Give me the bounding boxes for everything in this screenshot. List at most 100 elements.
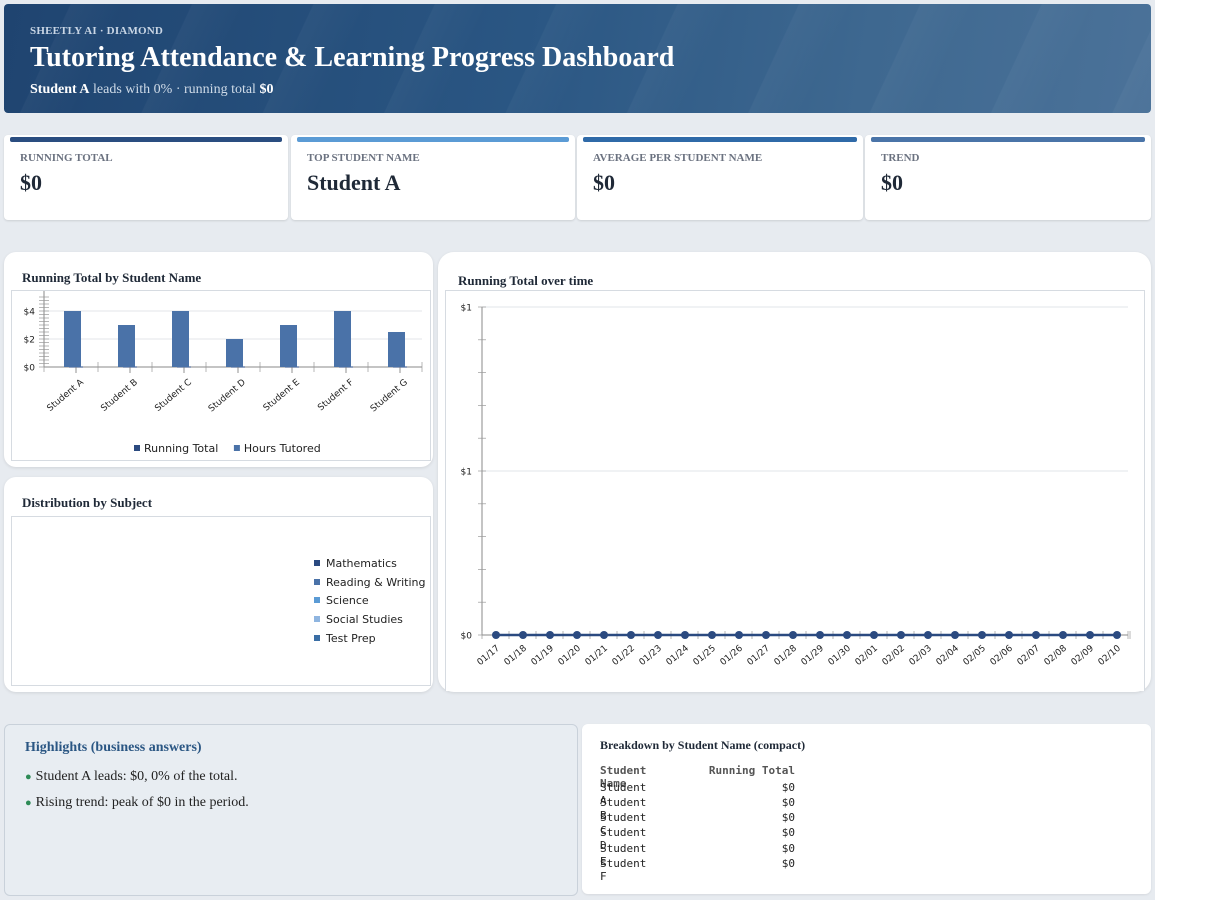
data-point [627,631,635,639]
y-tick-label: $1 [461,468,472,478]
pie-legend-item: Social Studies [314,613,403,626]
data-point [924,631,932,639]
row-name: Student E [600,842,647,868]
highlight-text: Rising trend: peak of $0 in the period. [35,795,249,810]
bar-chart-area: $0 $2 $4 Student A Student B Student C Student… [11,290,431,461]
line-chart: $0$1$101/17 01/18 01/19 01/20 01/21 01/22 01/2… [461,304,1131,668]
data-point [573,631,581,639]
data-point [735,631,743,639]
data-point [1086,631,1094,639]
row-name: Student B [600,796,647,822]
header-banner: SHEETLY AI · DIAMOND Tutoring Attendance… [4,4,1151,113]
legend-swatch [134,445,140,451]
legend-label: Test Prep [326,632,376,645]
x-tick-label: 01/26 [719,643,746,668]
x-tick-label: 02/02 [881,644,907,668]
legend-swatch [314,579,320,585]
kpi-top-student: TOP STUDENT NAME Student A [291,135,575,220]
x-tick-label: 01/21 [584,644,610,668]
subtitle-mid: leads with 0% · running total [89,82,260,97]
highlight-item: ● Rising trend: peak of $0 in the period. [25,795,249,811]
subtitle-lead: Student A [30,82,90,97]
bar-hours-tutored [388,332,405,367]
y-tick-label: $0 [461,632,473,642]
row-value: $0 [781,857,795,870]
bar-chart: $0 $2 $4 Student A Student B Student C Student… [24,291,423,455]
data-point [492,631,500,639]
column-header: Running Total [708,764,795,777]
row-value: $0 [781,781,795,794]
data-point [654,631,662,639]
data-point [600,631,608,639]
pie-chart-card: Distribution by Subject Mathematics Read… [4,477,433,692]
legend-label: Reading & Writing [326,576,426,589]
bar-hours-tutored [172,311,189,367]
legend-label: Science [326,594,369,607]
kpi-label: RUNNING TOTAL [20,152,113,164]
x-tick-label: Student F [316,378,356,414]
x-tick-label: 02/05 [962,644,988,668]
legend-label: Running Total [144,442,218,455]
kpi-accent-bar [297,137,569,142]
kpi-running-total: RUNNING TOTAL $0 [4,135,288,220]
line-chart-title: Running Total over time [458,273,594,288]
kpi-label: TOP STUDENT NAME [307,152,420,164]
data-point [1032,631,1040,639]
pie-chart-area: Mathematics Reading & Writing Science So… [11,516,431,686]
data-point [708,631,716,639]
bullet-icon: ● [25,797,32,809]
kpi-trend: TREND $0 [865,135,1151,220]
bar-hours-tutored [118,325,135,367]
x-tick-label: 01/27 [746,644,772,668]
column-header: Student Name [600,764,647,790]
breakdown-title: Breakdown by Student Name (compact) [600,738,806,752]
dashboard: SHEETLY AI · DIAMOND Tutoring Attendance… [0,0,1155,900]
legend-swatch [233,445,240,451]
kpi-label: TREND [881,152,920,164]
kpi-label: AVERAGE PER STUDENT NAME [593,152,763,164]
bar-chart-card: Running Total by Student Name $0 $2 $4 Stud… [4,252,433,467]
kpi-accent-bar [871,137,1145,142]
header-decoration [4,4,1151,113]
data-point [762,631,770,639]
pie-legend-item: Science [314,594,369,607]
highlight-text: Student A leads: $0, 0% of the total. [35,769,238,784]
data-point [546,631,554,639]
x-tick-label: 02/10 [1097,643,1124,668]
x-tick-label: 01/23 [638,644,664,668]
kpi-value: $0 [20,170,42,195]
kpi-accent-bar [10,137,282,142]
highlight-item: ● Student A leads: $0, 0% of the total. [25,769,237,785]
legend-label: Hours Tutored [244,442,321,455]
y-tick-label: $1 [461,304,472,314]
legend-swatch [314,635,320,641]
x-tick-label: 02/01 [854,644,880,668]
x-tick-label: 01/22 [611,644,637,668]
pie-legend-item: Reading & Writing [314,576,426,589]
x-tick-label: 02/09 [1070,643,1097,668]
x-tick-label: Student E [262,377,302,413]
legend-label: Social Studies [326,613,403,626]
x-tick-label: 01/29 [800,643,827,668]
data-point [897,631,905,639]
data-point [519,631,527,639]
page-title: Tutoring Attendance & Learning Progress … [30,42,675,73]
x-tick-label: Student D [207,378,248,415]
data-point [870,631,878,639]
subtitle-total: $0 [259,82,274,97]
x-tick-label: 01/28 [773,643,800,668]
x-tick-label: 02/06 [989,643,1016,668]
x-tick-label: 02/03 [908,644,934,668]
highlights-title: Highlights (business answers) [25,740,202,755]
legend-swatch [314,560,320,566]
y-tick-label: $2 [24,336,35,346]
kpi-value: $0 [881,170,903,195]
line-chart-card: Running Total over time $0 $1 $1 01/17 01/18… [438,252,1151,692]
highlights-panel: Highlights (business answers) ● Student A… [4,724,578,896]
y-tick-label: $0 [24,364,36,374]
pie-legend-item: Test Prep [314,632,376,645]
data-point [789,631,797,639]
x-tick-label: Student G [369,378,410,415]
data-point [843,631,851,639]
x-tick-label: Student C [153,378,194,414]
